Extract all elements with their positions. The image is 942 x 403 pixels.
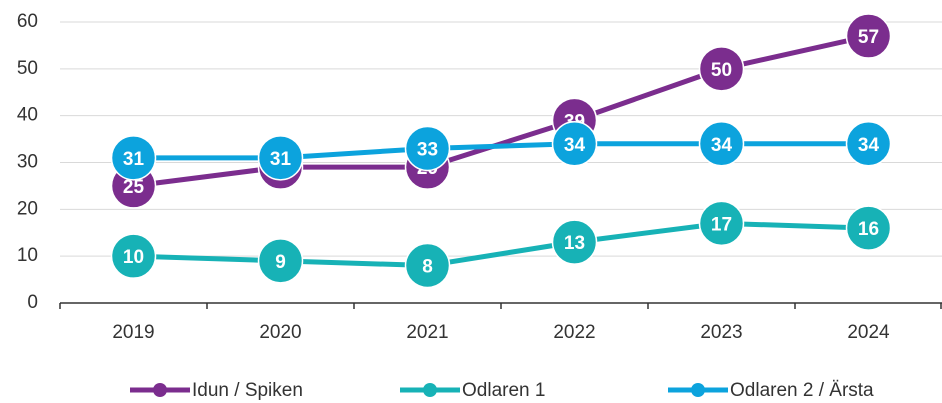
- data-label: 33: [417, 139, 438, 160]
- data-point: [404, 242, 451, 289]
- y-tick-label: 20: [17, 198, 38, 219]
- data-point: [698, 46, 745, 92]
- data-point: [551, 219, 598, 265]
- data-point: [845, 13, 892, 59]
- data-point: [404, 125, 451, 172]
- x-tick-label: 2022: [553, 322, 595, 343]
- data-label: 50: [711, 60, 732, 81]
- grid: [60, 21, 942, 304]
- x-tick-label: 2020: [259, 322, 301, 343]
- series-line: [133, 141, 869, 161]
- data-label: 13: [564, 233, 585, 254]
- series-line: [133, 33, 870, 189]
- x-tick-label: 2019: [112, 322, 154, 343]
- data-point: [845, 121, 892, 167]
- data-label: 31: [123, 149, 145, 170]
- data-point: [257, 135, 304, 181]
- data-label: 34: [858, 135, 880, 156]
- data-label: 8: [422, 257, 433, 278]
- data-label: 34: [564, 135, 586, 156]
- legend-swatch-marker: [691, 383, 705, 397]
- data-point: [110, 233, 157, 279]
- plot: 2529293950571098131716313133343434: [110, 13, 892, 289]
- data-point: [698, 200, 745, 247]
- legend-label: Odlaren 1: [462, 380, 545, 401]
- legend-label: Odlaren 2 / Ärsta: [730, 380, 874, 401]
- y-tick-label: 50: [17, 58, 38, 79]
- data-point: [257, 238, 304, 284]
- data-label: 25: [123, 177, 145, 198]
- series-line: [133, 220, 869, 269]
- data-label: 10: [123, 247, 144, 268]
- y-tick-label: 0: [27, 292, 38, 313]
- data-point: [845, 205, 892, 251]
- data-point: [698, 121, 745, 167]
- y-tick-label: 60: [17, 11, 38, 32]
- data-label: 34: [711, 135, 733, 156]
- y-tick-label: 40: [17, 105, 38, 126]
- data-label: 57: [858, 27, 879, 48]
- legend: Idun / Spiken Odlaren 1 Odlaren 2 / Ärsta: [130, 380, 874, 401]
- x-tick-label: 2021: [406, 322, 448, 343]
- data-point: [110, 135, 157, 181]
- legend-label: Idun / Spiken: [192, 380, 303, 401]
- x-tick-label: 2024: [847, 322, 890, 343]
- axes: 0 10 20 30 40 50 60 2019 2020 2021 2022 2023 2024: [17, 11, 942, 343]
- data-label: 16: [858, 219, 879, 240]
- y-tick-label: 30: [17, 152, 38, 173]
- y-tick-label: 10: [17, 245, 38, 266]
- legend-swatch-marker: [153, 383, 167, 397]
- data-point: [551, 121, 598, 167]
- data-label: 9: [275, 252, 286, 273]
- legend-swatch-marker: [423, 383, 437, 397]
- data-label: 17: [711, 214, 732, 235]
- x-tick-label: 2023: [700, 322, 742, 343]
- data-label: 31: [270, 149, 292, 170]
